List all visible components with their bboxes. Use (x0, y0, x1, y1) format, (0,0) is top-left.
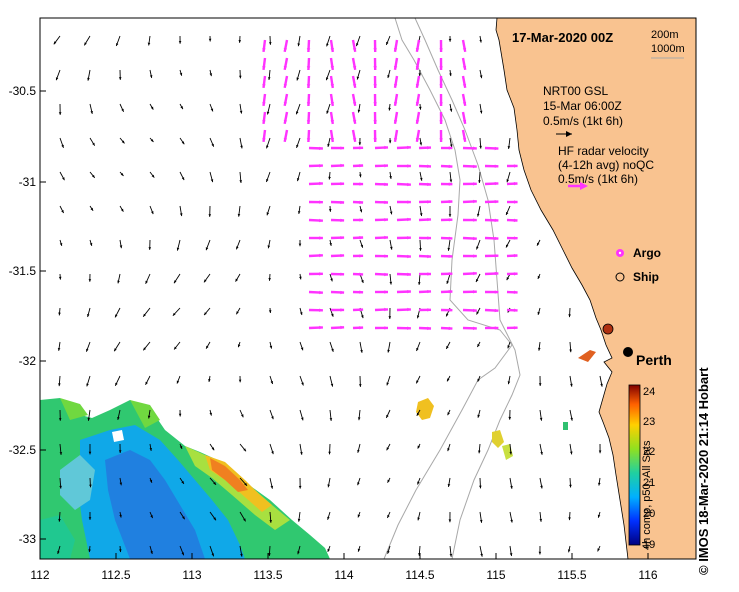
colorbar-tick: 22 (643, 446, 655, 458)
colorbar-tick: 21 (643, 477, 655, 489)
x-tick-labels: 112 112.5 113 113.5 114 114.5 115 115.5 … (30, 568, 657, 582)
colorbar (628, 384, 641, 546)
land-area (495, 18, 696, 559)
date-title: 17-Mar-2020 00Z (512, 30, 613, 45)
colorbar-tick: 19 (643, 539, 655, 551)
argo-legend-symbol-center (618, 251, 622, 255)
radar-scale-arrow (568, 182, 588, 190)
y-tick-label: -32 (19, 354, 37, 368)
x-tick-label: 115.5 (557, 568, 586, 582)
ship-legend-label: Ship (633, 270, 659, 284)
model-legend-scale: 0.5m/s (1kt 6h) (543, 114, 623, 128)
model-legend-time: 15-Mar 06:00Z (543, 99, 622, 113)
colorbar-title: 4h comp, p50, All Sats (641, 440, 653, 550)
colorbar-tick: 23 (643, 416, 655, 428)
scale-label-200m: 200m (651, 29, 679, 41)
model-current-arrows (53, 35, 603, 557)
radar-legend-scale: 0.5m/s (1kt 6h) (558, 172, 638, 186)
y-tick-label: -30.5 (9, 84, 37, 98)
x-tick-label: 114.5 (405, 568, 434, 582)
x-tick-label: 114 (334, 568, 353, 582)
x-tick-label: 112 (30, 568, 49, 582)
scale-label-1000m: 1000m (651, 43, 685, 55)
radar-legend-title: HF radar velocity (558, 144, 649, 158)
ship-position-marker (602, 323, 614, 335)
x-tick-label: 116 (638, 568, 657, 582)
x-tick-label: 115 (486, 568, 505, 582)
y-tick-label: -31 (19, 175, 37, 189)
place-label-perth: Perth (636, 352, 672, 368)
perth-location-dot (623, 347, 633, 357)
y-tick-label: -31.5 (9, 264, 37, 278)
colorbar-tick: 20 (643, 508, 655, 520)
colorbar-tick: 24 (643, 386, 655, 398)
credit-line: © IMOS 18-Mar-2020 21:14 Hobart (696, 367, 711, 575)
ship-legend-symbol (615, 272, 625, 282)
y-tick-labels: -30.5 -31 -31.5 -32 -32.5 -33 (9, 84, 37, 546)
y-tick-label: -33 (19, 532, 37, 546)
model-scale-arrow (556, 131, 572, 137)
argo-legend-label: Argo (633, 246, 661, 260)
model-legend-title: NRT00 GSL (543, 84, 608, 98)
x-tick-label: 113.5 (253, 568, 282, 582)
y-axis (40, 90, 46, 540)
plot-frame (39, 17, 697, 560)
x-tick-label: 112.5 (101, 568, 130, 582)
y-tick-label: -32.5 (9, 443, 37, 457)
x-tick-label: 113 (182, 568, 201, 582)
colorbar-ticks: 24 23 22 21 20 19 (643, 386, 655, 551)
radar-legend-subtitle: (4-12h avg) noQC (558, 158, 654, 172)
sst-patch (40, 398, 330, 559)
x-axis (39, 553, 649, 559)
hf-radar-arrows (262, 39, 518, 331)
sst-coastal-patches (416, 350, 596, 460)
